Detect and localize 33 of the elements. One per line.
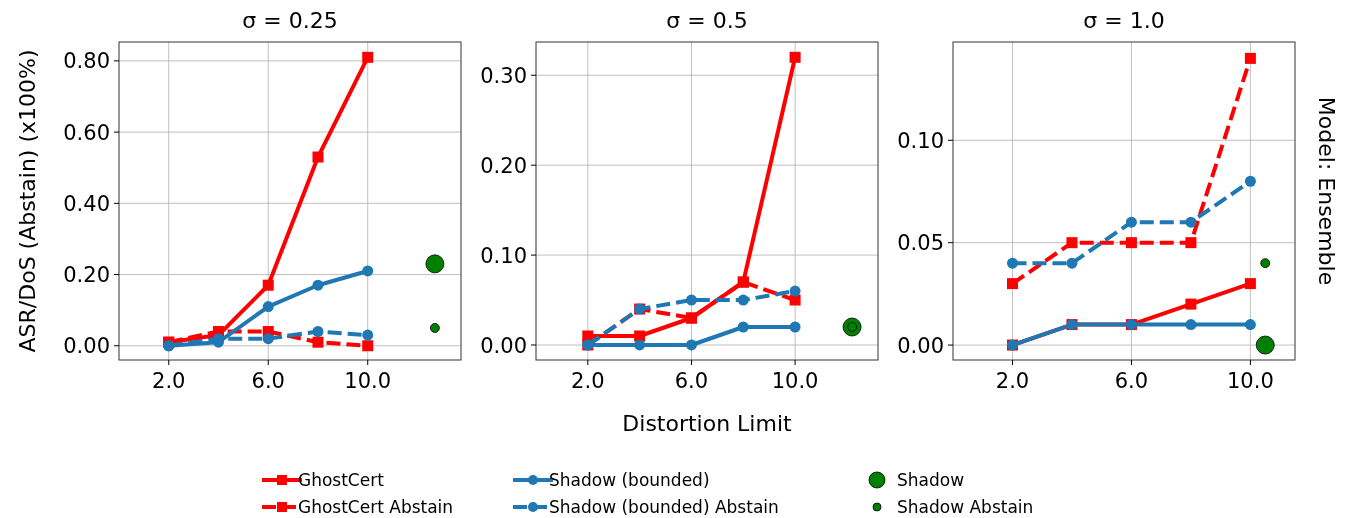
legend-label: Shadow (bounded) Abstain [549,497,779,518]
y-tick-label: 0.00 [480,333,527,358]
chart-title: σ = 1.0 [1083,8,1165,33]
y-tick-label: 0.20 [63,263,110,288]
y-tick-label: 0.05 [897,231,944,256]
x-tick-label: 6.0 [251,369,285,393]
y-tick-label: 0.40 [63,191,110,216]
x-tick-label: 2.0 [571,369,605,393]
y-tick-label: 0.20 [480,153,527,178]
chart-title: σ = 0.25 [242,8,338,33]
x-tick-label: 10.0 [344,369,392,393]
legend-label: Shadow [897,470,965,491]
x-tick-label: 6.0 [674,369,709,393]
y-tick-label: 0.00 [897,333,944,358]
y-tick-label: 0.10 [480,243,527,268]
y-tick-label: 0.30 [480,63,527,88]
y-tick-label: 0.00 [63,334,110,359]
legend-label: GhostCert [298,470,385,491]
y-tick-label: 0.10 [897,128,944,153]
legend-label: Shadow (bounded) [549,470,710,491]
x-tick-label: 10.0 [1227,369,1274,393]
x-tick-label: 2.0 [152,369,186,393]
x-axis-title: Distortion Limit [622,411,793,436]
y-tick-label: 0.60 [63,120,110,145]
chart-title: σ = 0.5 [666,8,748,33]
legend-label: Shadow Abstain [897,497,1034,518]
y-axis-title: ASR/DoS (Abstain) (x100%) [15,49,40,353]
x-tick-label: 6.0 [1114,369,1149,393]
legend-label: GhostCert Abstain [298,497,454,518]
x-tick-label: 2.0 [995,369,1030,393]
x-tick-label: 10.0 [771,369,819,393]
text: Model: Ensemble [1314,96,1339,286]
y-tick-label: 0.80 [63,49,110,74]
